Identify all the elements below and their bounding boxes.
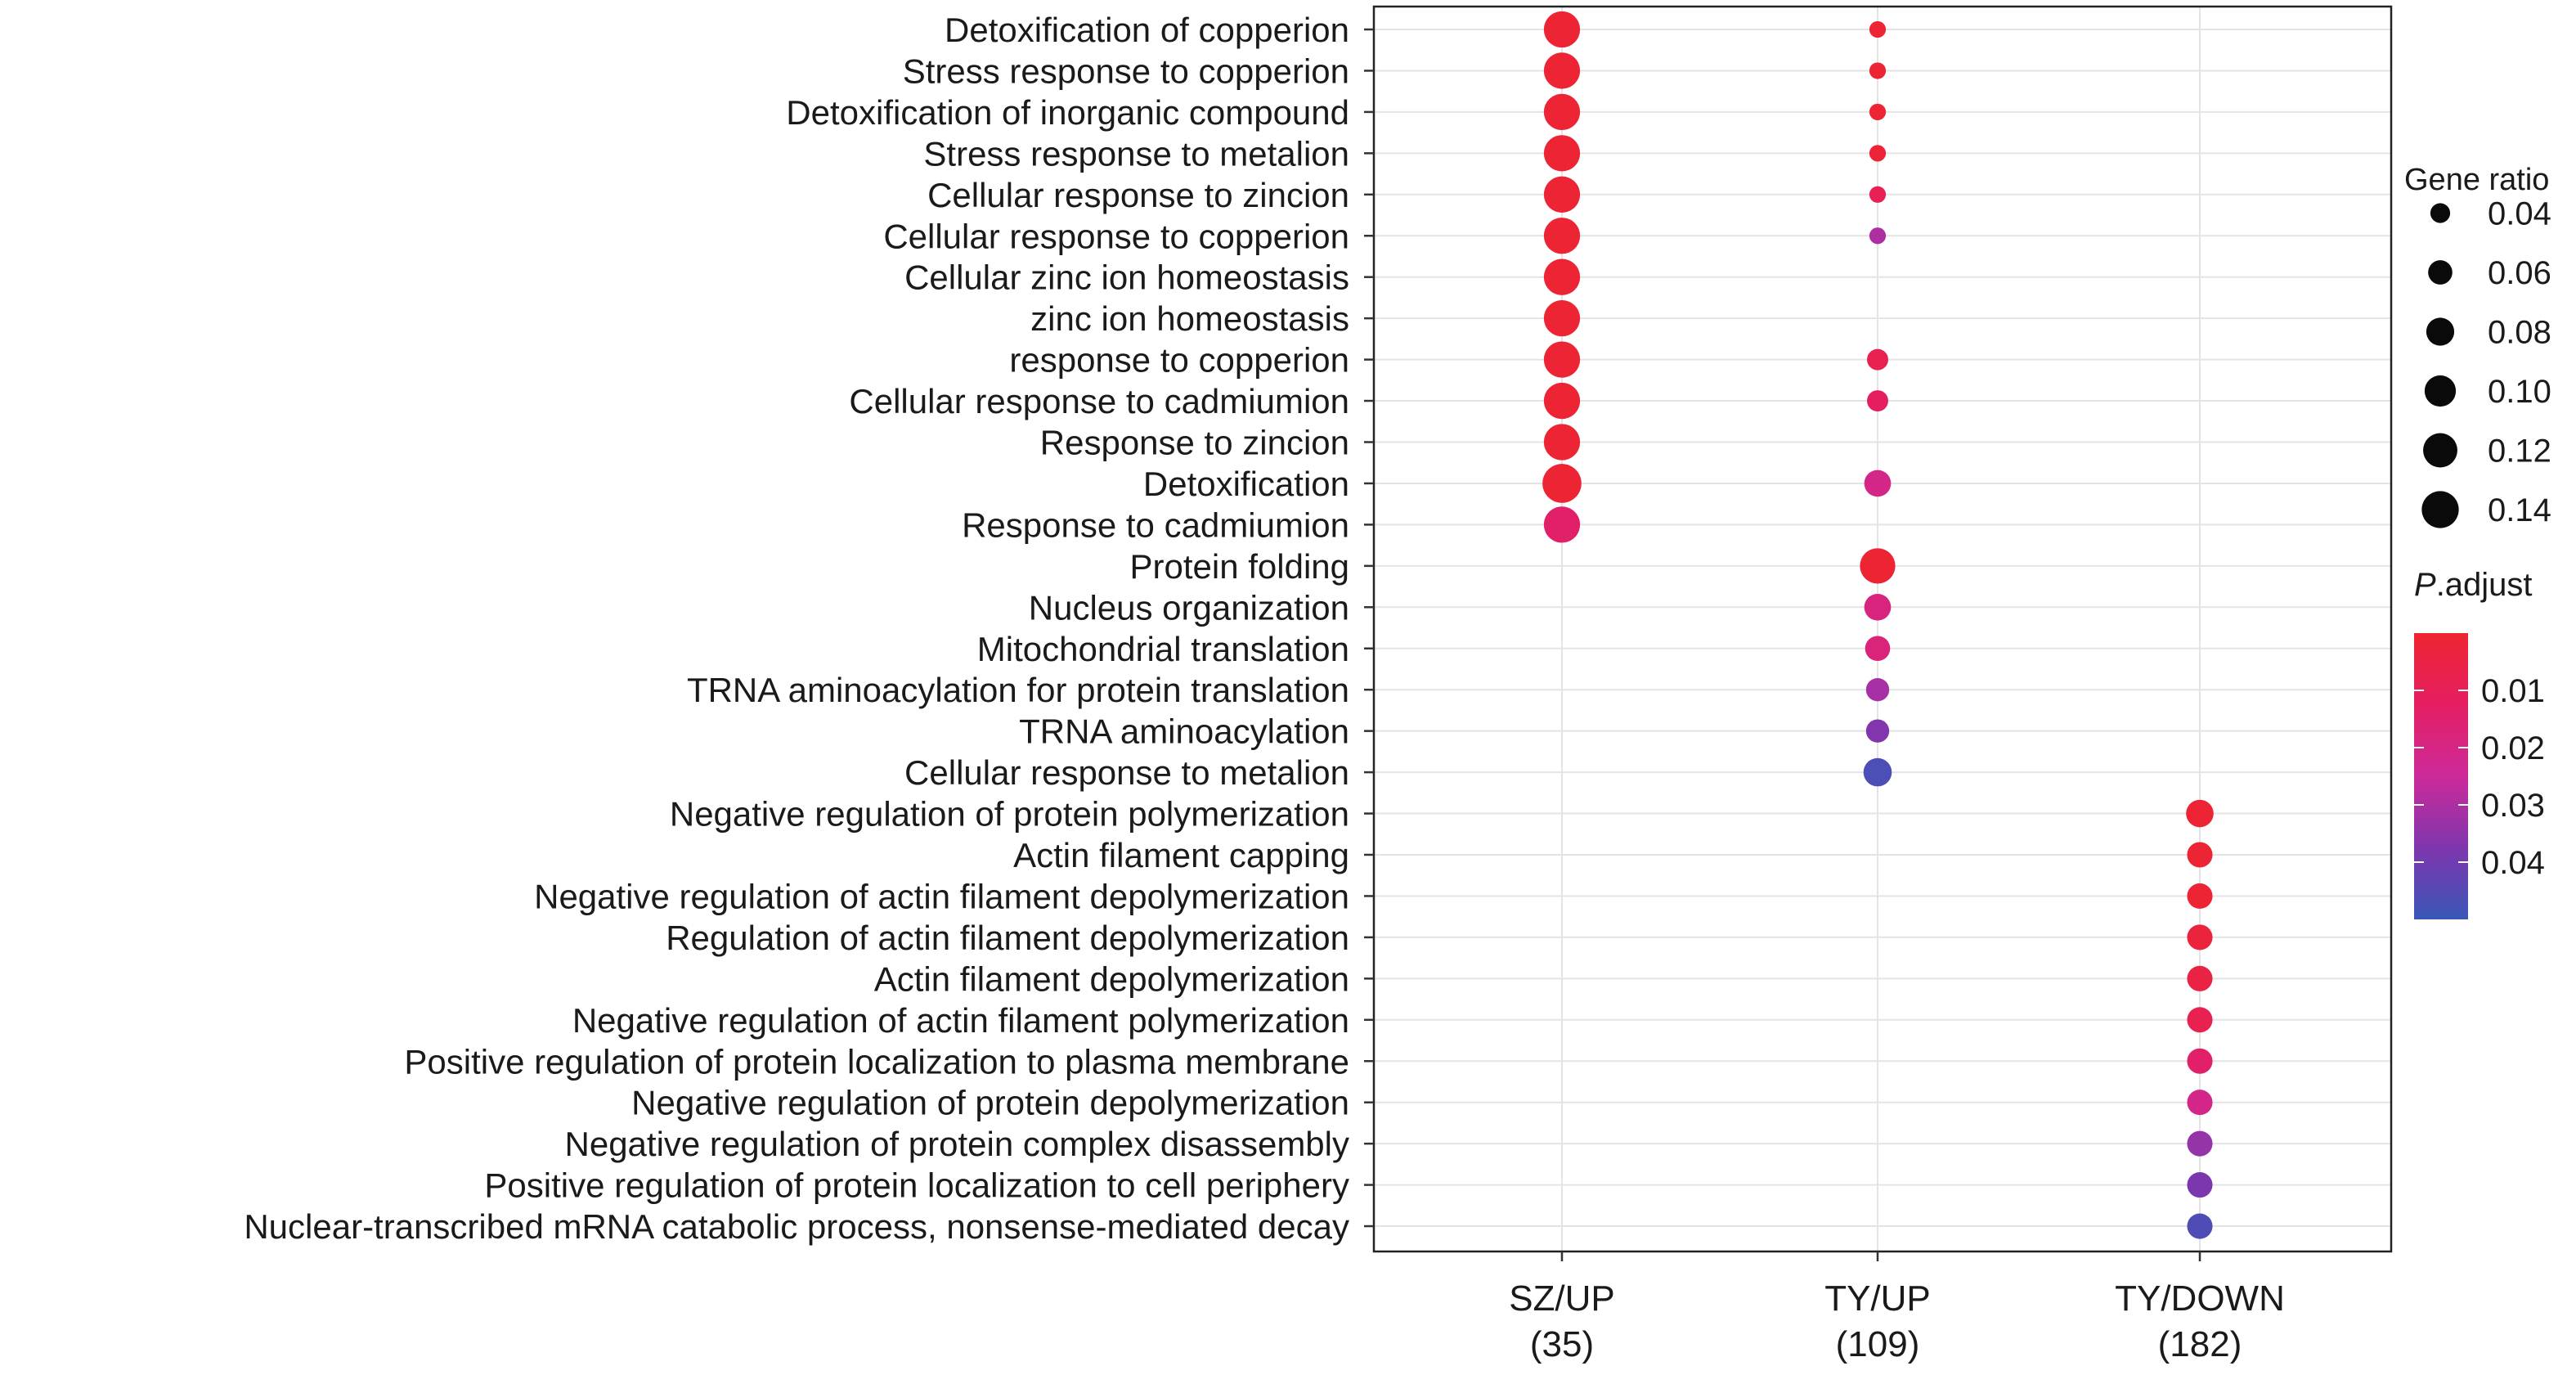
y-tick-label: Negative regulation of actin filament de… xyxy=(534,877,1349,915)
data-point xyxy=(1865,678,1890,702)
data-point xyxy=(1542,464,1582,503)
data-point xyxy=(2187,1130,2213,1157)
data-point xyxy=(1863,757,1892,787)
data-point xyxy=(1869,186,1887,203)
y-tick-label: Actin filament depolymerization xyxy=(874,959,1349,998)
data-point xyxy=(1869,145,1887,162)
data-point xyxy=(2187,1172,2213,1198)
data-point xyxy=(1865,719,1890,743)
data-point xyxy=(1543,176,1581,213)
data-point xyxy=(1867,348,1888,371)
data-point xyxy=(1543,258,1581,295)
y-tick-label: Negative regulation of protein polymeriz… xyxy=(670,795,1349,834)
y-tick-label: Nucleus organization xyxy=(1029,588,1349,627)
data-point xyxy=(2187,1048,2213,1074)
y-tick-label: Detoxification of copperion xyxy=(945,11,1349,49)
data-point xyxy=(1864,593,1892,621)
data-point xyxy=(1543,506,1581,543)
y-tick-label: Stress response to copperion xyxy=(903,52,1349,90)
data-point xyxy=(1543,218,1581,254)
size-legend-key xyxy=(2426,317,2455,346)
y-tick-label: Cellular response to metalion xyxy=(904,753,1349,792)
data-point xyxy=(1543,93,1581,131)
data-point xyxy=(1543,300,1581,337)
data-point xyxy=(2187,1007,2213,1033)
size-legend-key xyxy=(2423,433,2457,468)
data-point xyxy=(2187,1090,2213,1116)
x-tick-label: TY/DOWN xyxy=(2115,1278,2285,1319)
size-legend-key xyxy=(2421,491,2459,528)
data-point xyxy=(2187,883,2213,909)
y-tick-label: Negative regulation of actin filament po… xyxy=(572,1001,1349,1040)
size-legend-label: 0.12 xyxy=(2488,434,2551,470)
y-tick-label: Response to zincion xyxy=(1040,424,1349,462)
x-tick-count-label: (35) xyxy=(1530,1324,1594,1364)
y-tick-label: Cellular response to copperion xyxy=(883,217,1349,255)
y-tick-label: zinc ion homeostasis xyxy=(1030,299,1349,338)
y-tick-label: TRNA aminoacylation xyxy=(1019,712,1349,751)
y-tick-label: Regulation of actin filament depolymeriz… xyxy=(666,919,1349,957)
y-tick-label: response to copperion xyxy=(1009,341,1349,380)
y-tick-label: Cellular zinc ion homeostasis xyxy=(904,258,1349,297)
data-point xyxy=(1869,227,1887,245)
y-tick-label: Detoxification of inorganic compound xyxy=(786,93,1349,132)
size-legend-label: 0.06 xyxy=(2488,255,2551,291)
data-point xyxy=(1543,11,1581,48)
size-legend-label: 0.08 xyxy=(2488,315,2551,351)
data-point xyxy=(1867,390,1888,412)
y-tick-label: Positive regulation of protein localizat… xyxy=(404,1042,1349,1081)
x-tick-count-label: (109) xyxy=(1836,1324,1920,1364)
size-legend-key xyxy=(2424,375,2457,407)
color-legend-label: 0.03 xyxy=(2481,788,2545,824)
size-legend-label: 0.10 xyxy=(2488,374,2551,410)
data-point xyxy=(1865,636,1891,662)
data-point xyxy=(1543,135,1581,172)
y-tick-label: TRNA aminoacylation for protein translat… xyxy=(687,671,1349,709)
size-legend-key xyxy=(2430,203,2451,223)
y-tick-label: Actin filament capping xyxy=(1013,836,1349,874)
x-tick-label: SZ/UP xyxy=(1509,1278,1615,1319)
y-tick-label: Negative regulation of protein depolymer… xyxy=(631,1084,1349,1122)
y-tick-label: Mitochondrial translation xyxy=(977,630,1349,668)
color-legend-title: P.adjust xyxy=(2414,567,2533,603)
y-tick-label: Protein folding xyxy=(1129,547,1349,586)
data-point xyxy=(1860,548,1896,584)
y-tick-label: Detoxification xyxy=(1143,465,1349,503)
size-legend-key xyxy=(2428,260,2453,285)
color-legend-label: 0.01 xyxy=(2481,673,2545,709)
y-tick-label: Cellular response to cadmiumion xyxy=(849,382,1349,420)
size-legend-label: 0.14 xyxy=(2488,492,2551,528)
data-point xyxy=(1543,382,1581,420)
color-legend-bar xyxy=(2414,633,2468,919)
data-point xyxy=(1869,20,1887,38)
y-tick-label: Positive regulation of protein localizat… xyxy=(484,1166,1349,1205)
y-tick-label: Nuclear-transcribed mRNA catabolic proce… xyxy=(244,1207,1349,1246)
data-point xyxy=(1543,52,1581,89)
data-point xyxy=(1543,341,1581,378)
y-tick-label: Negative regulation of protein complex d… xyxy=(565,1125,1350,1163)
data-point xyxy=(2187,1213,2213,1239)
data-point xyxy=(2187,842,2213,868)
y-tick-label: Response to cadmiumion xyxy=(962,506,1349,544)
y-tick-label: Cellular response to zincion xyxy=(927,176,1349,214)
x-tick-label: TY/UP xyxy=(1824,1278,1931,1319)
data-point xyxy=(2186,799,2214,828)
data-point xyxy=(1543,424,1581,461)
color-legend-label: 0.04 xyxy=(2481,845,2545,881)
size-legend-label: 0.04 xyxy=(2488,196,2551,232)
y-tick-label: Stress response to metalion xyxy=(923,134,1349,173)
plot-panel xyxy=(1374,7,2391,1251)
data-point xyxy=(1869,62,1887,79)
size-legend-title: Gene ratio xyxy=(2404,163,2549,197)
data-point xyxy=(2187,924,2213,950)
color-legend-label: 0.02 xyxy=(2481,730,2545,766)
data-point xyxy=(1864,470,1892,497)
data-point xyxy=(1869,103,1887,121)
plot-border xyxy=(1372,5,2393,1253)
data-point xyxy=(2187,965,2213,991)
x-tick-count-label: (182) xyxy=(2158,1324,2242,1364)
